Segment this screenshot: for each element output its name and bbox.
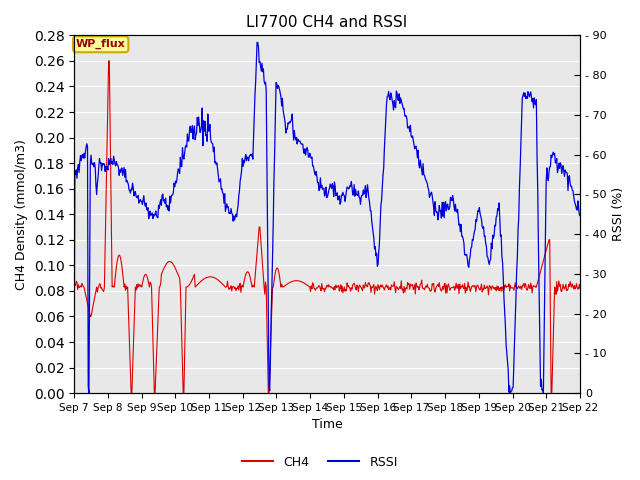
Text: WP_flux: WP_flux xyxy=(76,39,125,49)
Title: LI7700 CH4 and RSSI: LI7700 CH4 and RSSI xyxy=(246,15,408,30)
Legend: CH4, RSSI: CH4, RSSI xyxy=(237,451,403,474)
Y-axis label: RSSI (%): RSSI (%) xyxy=(612,187,625,241)
Y-axis label: CH4 Density (mmol/m3): CH4 Density (mmol/m3) xyxy=(15,139,28,289)
X-axis label: Time: Time xyxy=(312,419,342,432)
